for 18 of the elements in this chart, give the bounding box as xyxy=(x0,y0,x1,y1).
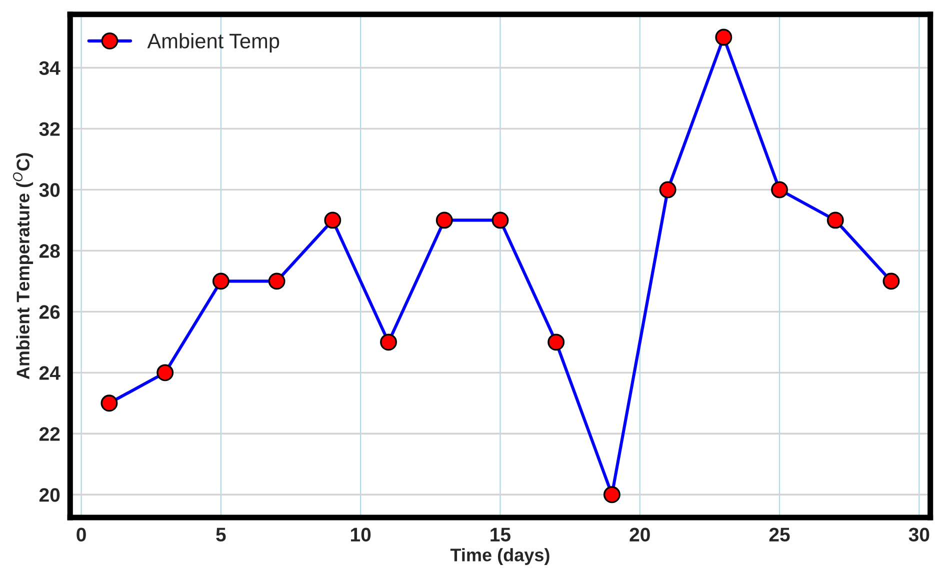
x-tick-label: 15 xyxy=(490,528,510,542)
x-tick-label: 5 xyxy=(216,528,226,542)
y-tick-label: 34 xyxy=(39,61,60,75)
x-tick-label: 20 xyxy=(630,528,650,542)
x-tick-label: 0 xyxy=(76,528,86,542)
x-tick-label: 10 xyxy=(350,528,371,542)
x-tick-label: 25 xyxy=(769,528,790,542)
y-tick-label: 24 xyxy=(39,366,60,380)
y-axis-title: Ambient Temperature ($^{O}$C) xyxy=(13,153,34,380)
x-axis-title: Time (days) xyxy=(450,548,550,565)
y-tick-label: 20 xyxy=(39,488,60,502)
y-tick-label: 22 xyxy=(39,427,60,441)
y-tick-label: 30 xyxy=(39,183,60,197)
x-tick-label: 30 xyxy=(908,528,930,542)
y-tick-label: 32 xyxy=(39,122,60,136)
y-tick-label: 28 xyxy=(39,244,60,258)
legend-label: Ambient Temp xyxy=(147,33,280,53)
y-tick-label: 26 xyxy=(39,305,60,319)
